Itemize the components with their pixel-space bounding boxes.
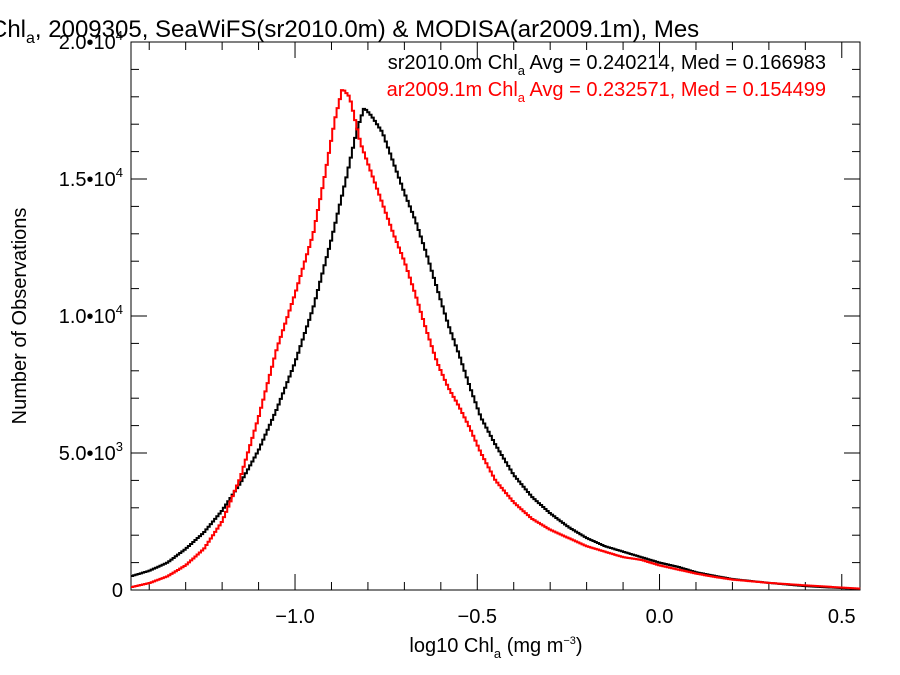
- y-axis-label: Number of Observations: [9, 208, 31, 425]
- x-tick-label: −0.5: [458, 606, 497, 628]
- y-axis-ticks: 0 5.0•103 1.0•104 1.5•104 2.0•104: [59, 28, 860, 602]
- series-layer: [131, 89, 861, 590]
- plot-frame: [130, 41, 861, 591]
- x-tick-label: 0.5: [828, 606, 856, 628]
- x-tick-label: 0.0: [646, 606, 674, 628]
- y-tick-label: 2.0•104: [59, 28, 123, 54]
- series-line-sr2010-0m: [131, 107, 861, 590]
- x-axis-ticks: −1.0 −0.5 0.0 0.5: [148, 42, 856, 628]
- y-tick-label: 0: [112, 580, 123, 602]
- plot-area: [130, 41, 861, 591]
- y-tick-label: 1.0•104: [59, 302, 123, 328]
- legend-entry-sr2010: sr2010.0m Chla Avg = 0.240214, Med = 0.1…: [388, 52, 826, 78]
- x-tick-label: −1.0: [275, 606, 314, 628]
- x-axis-label: log10 Chla (mg m−3): [409, 635, 582, 661]
- chart-title: Chla, 2009305, SeaWiFS(sr2010.0m) & MODI…: [0, 16, 699, 47]
- y-tick-label: 5.0•103: [59, 439, 123, 465]
- y-tick-label: 1.5•104: [59, 165, 123, 191]
- series-line-ar2009-1m: [131, 89, 861, 590]
- legend-entry-ar2009: ar2009.1m Chla Avg = 0.232571, Med = 0.1…: [387, 79, 826, 105]
